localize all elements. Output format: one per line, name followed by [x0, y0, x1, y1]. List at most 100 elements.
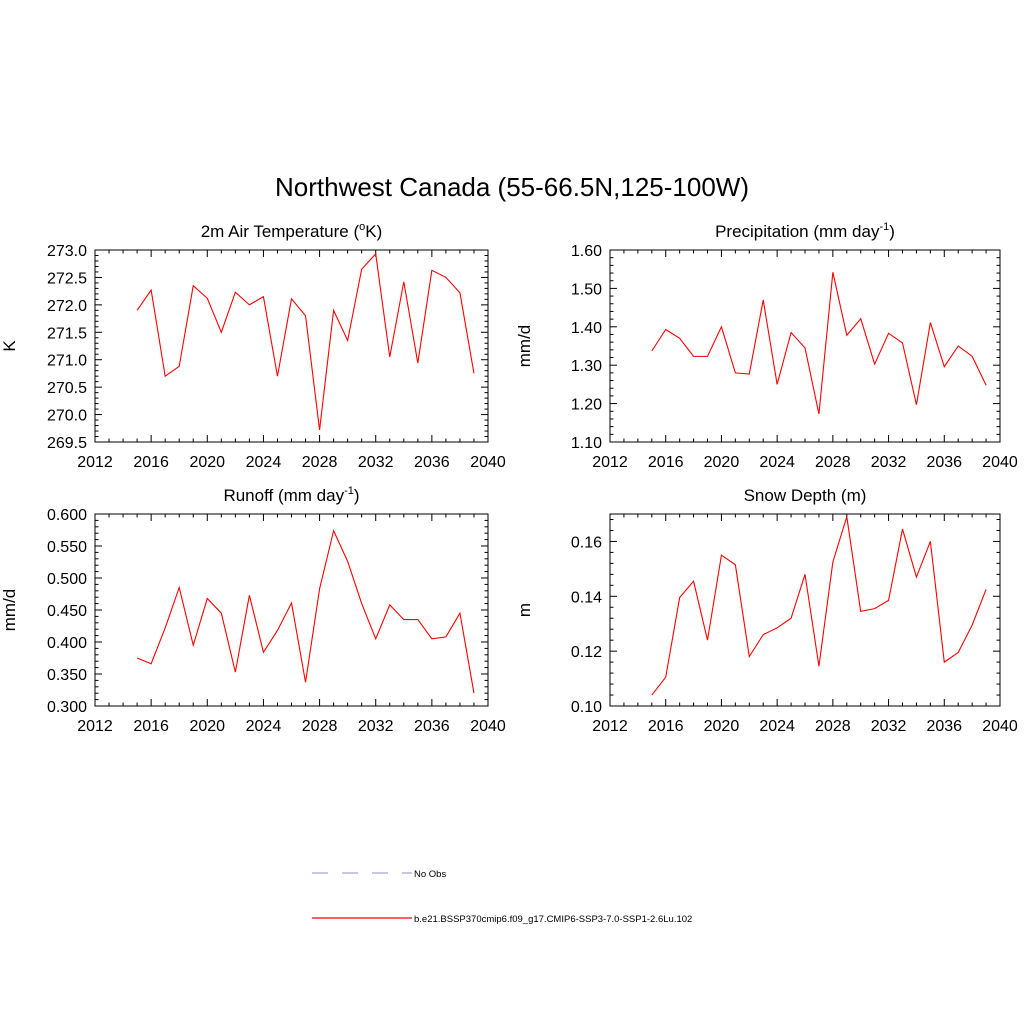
series-line: [651, 272, 987, 415]
y-tick-label: 0.350: [47, 667, 87, 684]
y-tick-label: 1.60: [571, 243, 602, 260]
data-point: [164, 375, 166, 377]
data-point: [389, 604, 391, 606]
x-tick-label: 2012: [77, 718, 113, 735]
y-tick-label: 0.16: [571, 534, 602, 551]
x-tick-label: 2036: [414, 454, 450, 471]
data-point: [403, 281, 405, 283]
y-tick-label: 270.5: [47, 380, 87, 397]
data-point: [720, 554, 722, 556]
data-point: [943, 366, 945, 368]
series-line: [651, 516, 987, 696]
data-point: [748, 373, 750, 375]
panel-title: Precipitation (mm day-1): [715, 221, 895, 241]
data-point: [734, 564, 736, 566]
data-point: [887, 332, 889, 334]
data-point: [971, 624, 973, 626]
x-tick-label: 2016: [133, 454, 169, 471]
data-point: [818, 413, 820, 415]
x-tick-label: 2012: [77, 454, 113, 471]
data-point: [276, 629, 278, 631]
x-tick-label: 2036: [926, 454, 962, 471]
data-point: [985, 588, 987, 590]
data-point: [431, 638, 433, 640]
x-tick-label: 2016: [648, 718, 684, 735]
data-point: [957, 345, 959, 347]
data-point: [762, 299, 764, 301]
y-axis-label: mm/d: [515, 325, 534, 368]
data-point: [776, 627, 778, 629]
x-tick-label: 2024: [759, 718, 795, 735]
data-point: [262, 651, 264, 653]
data-point: [220, 612, 222, 614]
data-point: [459, 292, 461, 294]
y-tick-label: 0.600: [47, 507, 87, 524]
data-point: [706, 355, 708, 357]
x-tick-label: 2036: [414, 718, 450, 735]
data-point: [818, 665, 820, 667]
x-tick-label: 2032: [871, 454, 907, 471]
data-point: [389, 356, 391, 358]
data-point: [150, 289, 152, 291]
x-tick-label: 2040: [982, 454, 1018, 471]
data-point: [304, 315, 306, 317]
chart-panel-4: Snow Depth (m) m 2012 2016 2020 2024 2028 2032 2…: [515, 486, 1018, 735]
data-point: [248, 594, 250, 596]
data-point: [178, 586, 180, 588]
data-point: [164, 627, 166, 629]
x-tick-label: 2020: [189, 718, 225, 735]
series-line: [136, 528, 475, 694]
data-point: [971, 355, 973, 357]
data-point: [929, 321, 931, 323]
data-point: [473, 372, 475, 374]
data-point: [692, 355, 694, 357]
x-tick-label: 2032: [358, 718, 394, 735]
x-tick-label: 2040: [470, 718, 506, 735]
y-tick-label: 270.0: [47, 408, 87, 425]
y-tick-label: 271.0: [47, 353, 87, 370]
data-point: [276, 375, 278, 377]
data-point: [734, 372, 736, 374]
data-point: [651, 694, 653, 696]
data-point: [915, 404, 917, 406]
data-point: [887, 599, 889, 601]
x-tick-label: 2012: [592, 718, 628, 735]
chart-panel-2: Precipitation (mm day-1) mm/d 2012 2016 2020…: [515, 221, 1018, 471]
data-point: [651, 350, 653, 352]
y-tick-label: 1.30: [571, 358, 602, 375]
data-point: [360, 268, 362, 270]
x-tick-label: 2024: [246, 718, 282, 735]
chart-panel-1: 2m Air Temperature (oK) K 2012 2016 2020 2024…: [0, 221, 506, 471]
data-point: [192, 644, 194, 646]
data-point: [790, 331, 792, 333]
legend-no-obs-label: No Obs: [414, 869, 446, 880]
y-tick-label: 1.10: [571, 435, 602, 452]
y-tick-label: 0.300: [47, 699, 87, 716]
data-point: [445, 636, 447, 638]
data-point: [318, 588, 320, 590]
panel-title: Runoff (mm day-1): [223, 485, 359, 505]
panels-group: 2m Air Temperature (oK) K 2012 2016 2020 2024…: [0, 221, 1018, 735]
data-point: [234, 671, 236, 673]
data-point: [375, 638, 377, 640]
data-point: [206, 297, 208, 299]
chart-panel-3: Runoff (mm day-1) mm/d 2012 2016 2020 2024 202…: [0, 485, 506, 735]
data-point: [706, 639, 708, 641]
y-tick-label: 0.10: [571, 699, 602, 716]
panel-title: Snow Depth (m): [744, 486, 867, 505]
data-point: [445, 276, 447, 278]
data-point: [776, 383, 778, 385]
data-point: [832, 561, 834, 563]
data-point: [304, 681, 306, 683]
data-point: [346, 339, 348, 341]
data-point: [901, 528, 903, 530]
data-point: [360, 602, 362, 604]
data-point: [915, 576, 917, 578]
x-tick-label: 2012: [592, 454, 628, 471]
data-point: [985, 384, 987, 386]
data-point: [873, 607, 875, 609]
data-point: [804, 573, 806, 575]
y-tick-label: 0.12: [571, 644, 602, 661]
